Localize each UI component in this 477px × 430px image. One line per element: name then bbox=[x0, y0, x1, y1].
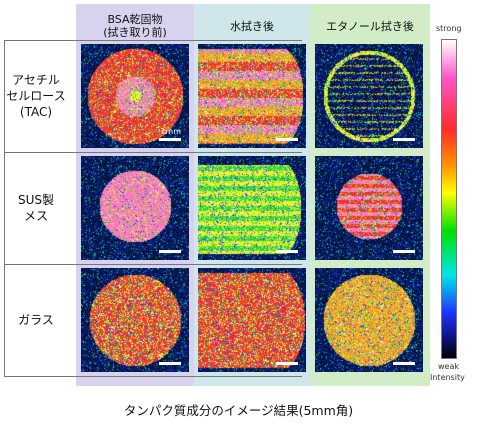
colorbar-intensity-label: Intensity bbox=[430, 373, 465, 382]
image-tac-ethanol bbox=[315, 44, 423, 148]
grid-line-row1 bbox=[4, 152, 302, 153]
grid-line-top bbox=[4, 40, 302, 41]
image-tac-water bbox=[198, 44, 306, 148]
intensity-colorbar bbox=[441, 39, 457, 359]
column-header-bsa: BSA乾固物 (拭き取り前) bbox=[103, 13, 167, 39]
scale-bar bbox=[276, 138, 298, 141]
scale-bar bbox=[159, 138, 181, 141]
scale-bar bbox=[393, 138, 415, 141]
row-label-sus: SUS製 メス bbox=[17, 193, 55, 223]
scale-bar bbox=[276, 362, 298, 365]
image-glass-water bbox=[198, 268, 306, 372]
scale-bar bbox=[393, 362, 415, 365]
scale-bar bbox=[276, 250, 298, 253]
row-label-glass: ガラス bbox=[18, 313, 54, 327]
image-sus-water bbox=[198, 156, 306, 260]
scale-label: 1mm bbox=[160, 127, 181, 136]
image-sus-bsa bbox=[81, 156, 189, 260]
column-header-ethanol: エタノール拭き後 bbox=[326, 19, 414, 33]
image-glass-bsa bbox=[81, 268, 189, 372]
image-sus-ethanol bbox=[315, 156, 423, 260]
figure-caption: タンパク質成分のイメージ結果(5mm角) bbox=[123, 403, 354, 418]
image-tac-bsa: 1mm bbox=[81, 44, 189, 148]
colorbar-weak-label: weak bbox=[438, 362, 459, 371]
column-header-water: 水拭き後 bbox=[230, 19, 274, 33]
grid-line-bottom bbox=[4, 376, 302, 377]
grid-line-row2 bbox=[4, 264, 302, 265]
scale-bar bbox=[393, 250, 415, 253]
row-label-tac: アセチル セルロース (TAC) bbox=[6, 73, 66, 119]
scale-bar bbox=[159, 362, 181, 365]
grid-line-left bbox=[4, 40, 5, 376]
image-glass-ethanol bbox=[315, 268, 423, 372]
scale-bar bbox=[159, 250, 181, 253]
colorbar-strong-label: strong bbox=[436, 24, 462, 33]
